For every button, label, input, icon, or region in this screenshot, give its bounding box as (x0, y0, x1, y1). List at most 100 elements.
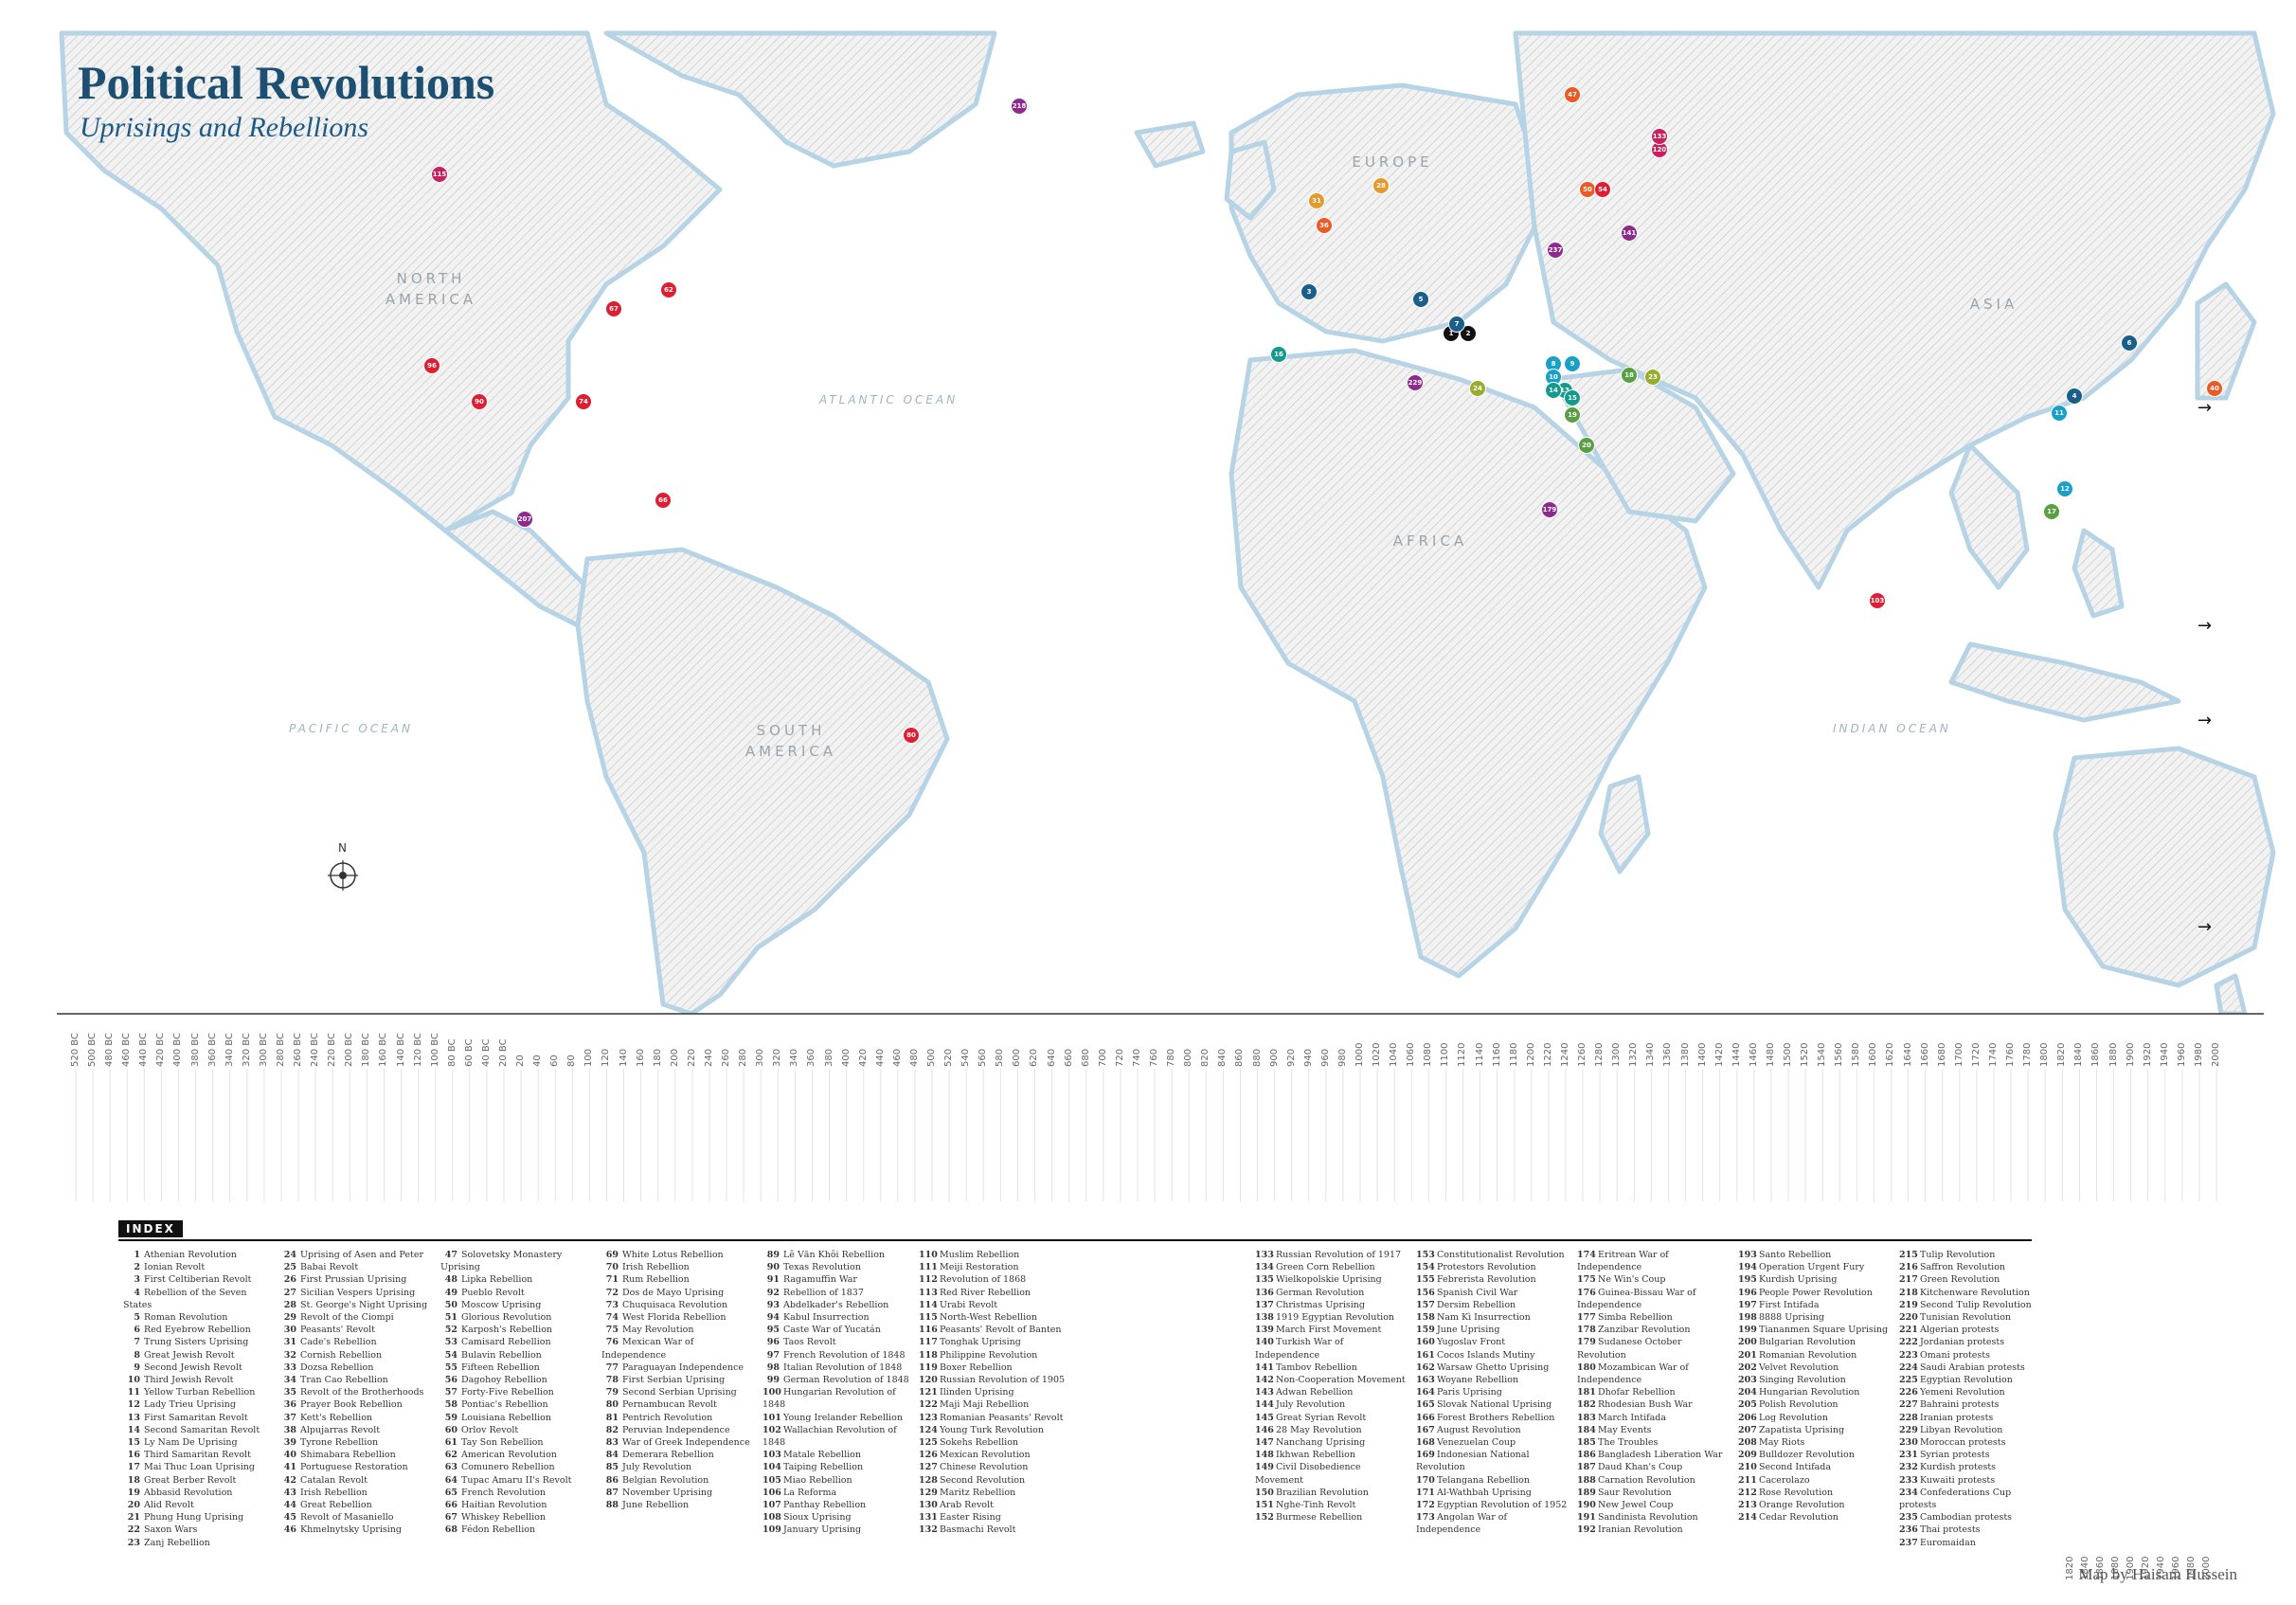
index-entry: 177 Simba Rebellion (1577, 1311, 1729, 1324)
index-name: Revolt of the Ciompi (300, 1312, 394, 1324)
revolution-marker[interactable]: 16 (1271, 347, 1286, 362)
revolution-marker[interactable]: 74 (576, 394, 591, 409)
revolution-marker[interactable]: 9 (1565, 356, 1580, 371)
revolution-marker[interactable]: 40 (2207, 381, 2222, 396)
index-name: Kitchenware Revolution (1920, 1287, 2030, 1298)
index-name: Dersim Rebellion (1437, 1299, 1516, 1310)
revolution-marker[interactable]: 115 (432, 167, 447, 182)
revolution-marker[interactable]: 54 (1595, 182, 1610, 197)
japan (2195, 281, 2257, 401)
index-number: 58 (444, 1399, 457, 1411)
revolution-marker[interactable]: 28 (1373, 178, 1389, 193)
index-entry: 133 Russian Revolution of 1917 (1255, 1249, 1407, 1261)
index-number: 235 (1899, 1512, 1918, 1524)
index-number: 14 (127, 1424, 140, 1435)
revolution-marker[interactable]: 12 (2057, 481, 2072, 496)
revolution-marker[interactable]: 218 (1012, 99, 1027, 114)
index-number: 94 (766, 1312, 780, 1324)
timeline-tick-label: 380 BC (189, 1033, 201, 1067)
revolution-marker[interactable]: 67 (606, 301, 621, 316)
index-name: Venezuelan Coup (1437, 1437, 1516, 1449)
revolution-marker[interactable]: 36 (1317, 218, 1332, 233)
revolution-marker[interactable]: 3 (1301, 284, 1317, 299)
revolution-marker[interactable]: 90 (472, 394, 487, 409)
revolution-marker[interactable]: 31 (1309, 193, 1324, 208)
revolution-marker[interactable]: 17 (2044, 504, 2059, 519)
revolution-marker[interactable]: 120 (1652, 142, 1667, 157)
index-number: 132 (919, 1524, 938, 1536)
index-column: 133 Russian Revolution of 1917 134 Green Co… (1255, 1249, 1407, 1524)
index-column: 89 Lê Văn Khôi Rebellion 90 Texas Revolutio… (762, 1249, 914, 1537)
revolution-marker[interactable]: 11 (2052, 406, 2067, 421)
revolution-marker[interactable]: 179 (1542, 502, 1557, 517)
revolution-marker[interactable]: 24 (1470, 381, 1485, 396)
revolution-marker[interactable]: 207 (517, 512, 532, 527)
index-entry: 118 Philippine Revolution (919, 1349, 1070, 1362)
index-number: 193 (1738, 1250, 1757, 1260)
revolution-marker[interactable]: 10 (1546, 370, 1561, 385)
index-entry: 100 Hungarian Revolution of 1848 (762, 1386, 914, 1411)
revolution-marker[interactable]: 8 (1546, 356, 1561, 371)
index-number: 5 (134, 1312, 140, 1324)
revolution-marker[interactable]: 66 (655, 493, 671, 508)
index-name: Kurdish protests (1920, 1462, 1997, 1473)
index-number: 80 (605, 1399, 619, 1411)
revolution-marker[interactable]: 141 (1622, 225, 1637, 241)
index-number: 67 (444, 1512, 457, 1524)
index-number: 25 (283, 1262, 296, 1273)
timeline-tick-label: 760 (1149, 1048, 1160, 1067)
revolution-marker[interactable]: 47 (1565, 87, 1580, 102)
index-entry: 22 Saxon Wars (123, 1524, 275, 1536)
revolution-marker[interactable]: 50 (1580, 182, 1595, 197)
index-entry: 97 French Revolution of 1848 (762, 1349, 914, 1362)
index-entry: 62 American Revolution (440, 1449, 592, 1461)
revolution-marker[interactable]: 18 (1622, 368, 1637, 383)
revolution-marker[interactable]: 96 (424, 358, 439, 373)
index-number: 146 (1255, 1424, 1274, 1435)
revolution-marker[interactable]: 229 (1408, 375, 1423, 390)
index-number: 34 (283, 1375, 296, 1386)
index-name: Guinea-Bissau War of Independence (1577, 1287, 1696, 1310)
timeline-tick-label: 940 (1302, 1048, 1314, 1067)
revolution-marker[interactable]: 62 (661, 282, 676, 298)
index-number: 181 (1577, 1387, 1596, 1398)
index-entry: 81 Pentrich Revolution (601, 1412, 753, 1424)
index-name: Angolan War of Independence (1416, 1512, 1508, 1536)
asia (1513, 30, 2276, 590)
revolution-marker[interactable]: 19 (1565, 407, 1580, 423)
index-entry: 203 Singing Revolution (1738, 1374, 1890, 1386)
index-number: 42 (283, 1474, 296, 1486)
timeline-tick-label: 1920 (2142, 1042, 2153, 1067)
revolution-marker[interactable]: 103 (1870, 593, 1885, 608)
revolution-marker[interactable]: 2 (1461, 326, 1476, 341)
index-number: 13 (127, 1412, 140, 1423)
timeline-tick-label: 1960 (2176, 1042, 2187, 1067)
revolution-marker[interactable]: 14 (1546, 383, 1561, 398)
revolution-marker[interactable]: 23 (1645, 370, 1660, 385)
index-name: Jordanian protests (1920, 1337, 2005, 1348)
revolution-marker[interactable]: 4 (2067, 388, 2082, 404)
index-name: Kett's Rebellion (300, 1412, 373, 1423)
index-number: 61 (444, 1437, 457, 1449)
revolution-marker[interactable]: 20 (1579, 438, 1594, 453)
revolution-marker[interactable]: 237 (1548, 243, 1563, 258)
index-entry: 152 Burmese Rebellion (1255, 1511, 1407, 1524)
timeline-tick-label: 460 BC (121, 1033, 133, 1067)
index-entry: 113 Red River Rebellion (919, 1287, 1070, 1299)
index-number: 234 (1899, 1487, 1918, 1498)
revolution-marker[interactable]: 7 (1449, 316, 1464, 332)
timeline-tick-label: 1860 (2090, 1042, 2102, 1067)
index-name: Adwan Rebellion (1276, 1387, 1354, 1398)
revolution-marker[interactable]: 133 (1652, 129, 1667, 144)
revolution-marker[interactable]: 15 (1565, 390, 1580, 406)
index-entry: 53 Camisard Rebellion (440, 1336, 592, 1348)
timeline-tick-label: 1880 (2108, 1042, 2119, 1067)
revolution-marker[interactable]: 5 (1413, 292, 1428, 307)
revolution-marker[interactable]: 80 (904, 728, 919, 743)
timeline-tick-label: 2000 (2211, 1042, 2221, 1067)
index-number: 191 (1577, 1512, 1596, 1524)
index-name: July Revolution (1276, 1399, 1346, 1411)
index-name: Tyrone Rebellion (300, 1437, 379, 1449)
index-name: Nam Kì Insurrection (1437, 1312, 1531, 1324)
revolution-marker[interactable]: 6 (2122, 335, 2137, 351)
